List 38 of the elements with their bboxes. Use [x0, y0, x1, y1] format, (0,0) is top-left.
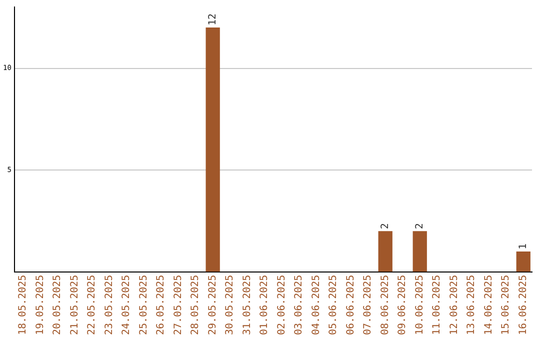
x-tick-label: 08.06.2025 [380, 274, 391, 336]
x-tick-label: 27.05.2025 [172, 274, 184, 336]
data-label: 12 [207, 14, 218, 26]
x-tick-label: 05.06.2025 [328, 274, 340, 336]
x-tick-label: 22.05.2025 [86, 274, 98, 336]
x-tick-label: 24.05.2025 [121, 274, 132, 336]
x-tick-label: 13.06.2025 [466, 274, 478, 336]
data-label: 2 [414, 223, 426, 230]
x-tick-label: 19.05.2025 [34, 274, 46, 336]
x-tick-label: 23.05.2025 [104, 274, 115, 336]
bar [378, 231, 392, 272]
x-tick-label: 04.06.2025 [310, 274, 322, 336]
x-tick-label: 26.05.2025 [156, 274, 167, 336]
x-tick-label: 29.05.2025 [207, 274, 218, 336]
x-tick-label: 30.05.2025 [224, 274, 236, 336]
x-tick-label: 10.06.2025 [414, 274, 426, 336]
bar [516, 251, 530, 272]
x-tick-label: 21.05.2025 [69, 274, 80, 336]
bar [206, 28, 220, 272]
x-tick-label: 06.06.2025 [345, 274, 356, 336]
x-tick-label: 12.06.2025 [448, 274, 460, 336]
x-tick-label: 02.06.2025 [276, 274, 288, 336]
x-tick-label: 09.06.2025 [397, 274, 408, 336]
x-tick-label: 20.05.2025 [52, 274, 64, 336]
x-tick-label: 31.05.2025 [242, 274, 253, 336]
x-tick-label: 03.06.2025 [294, 274, 305, 336]
x-tick-label: 18.05.2025 [18, 274, 29, 336]
x-tick-label: 07.06.2025 [362, 274, 374, 336]
x-tick-label: 28.05.2025 [190, 274, 202, 336]
x-tick-label: 15.06.2025 [500, 274, 512, 336]
x-tick-label: 25.05.2025 [138, 274, 150, 336]
x-tick-label: 16.06.2025 [518, 274, 529, 336]
bar [412, 231, 427, 272]
x-tick-label: 14.06.2025 [483, 274, 494, 336]
data-label: 2 [380, 223, 391, 230]
x-tick-label: 01.06.2025 [259, 274, 270, 336]
x-tick-label: 11.06.2025 [432, 274, 443, 336]
data-label: 1 [518, 243, 529, 250]
